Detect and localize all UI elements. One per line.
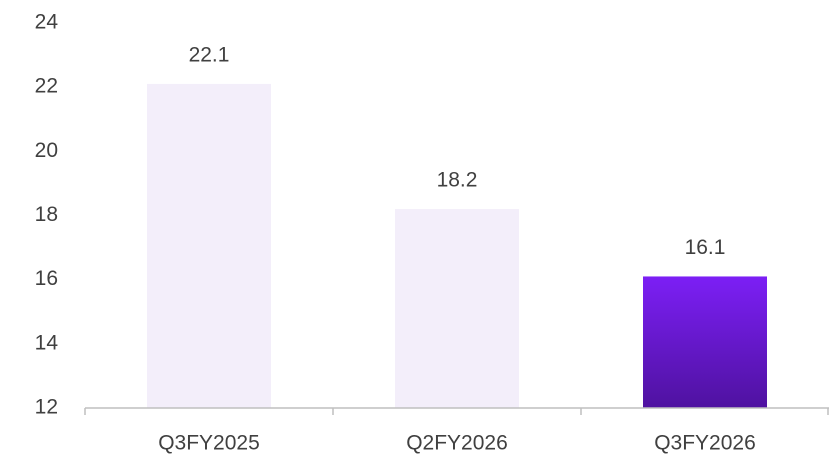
- x-tick-label: Q3FY2025: [158, 432, 260, 455]
- y-tick-label: 16: [35, 267, 58, 290]
- y-tick-label: 24: [35, 11, 59, 34]
- bar: [395, 209, 519, 408]
- y-tick-label: 14: [35, 331, 59, 354]
- x-tick-label: Q2FY2026: [406, 432, 508, 455]
- y-tick-label: 20: [35, 139, 58, 162]
- bar: [147, 83, 271, 408]
- bar: [643, 276, 767, 408]
- y-tick-label: 12: [35, 396, 58, 419]
- data-label: 16.1: [685, 236, 726, 259]
- data-label: 18.2: [437, 169, 478, 192]
- y-tick-label: 18: [35, 203, 58, 226]
- y-tick-label: 22: [35, 75, 58, 98]
- data-label: 22.1: [189, 44, 230, 67]
- x-tick-label: Q3FY2026: [654, 432, 756, 455]
